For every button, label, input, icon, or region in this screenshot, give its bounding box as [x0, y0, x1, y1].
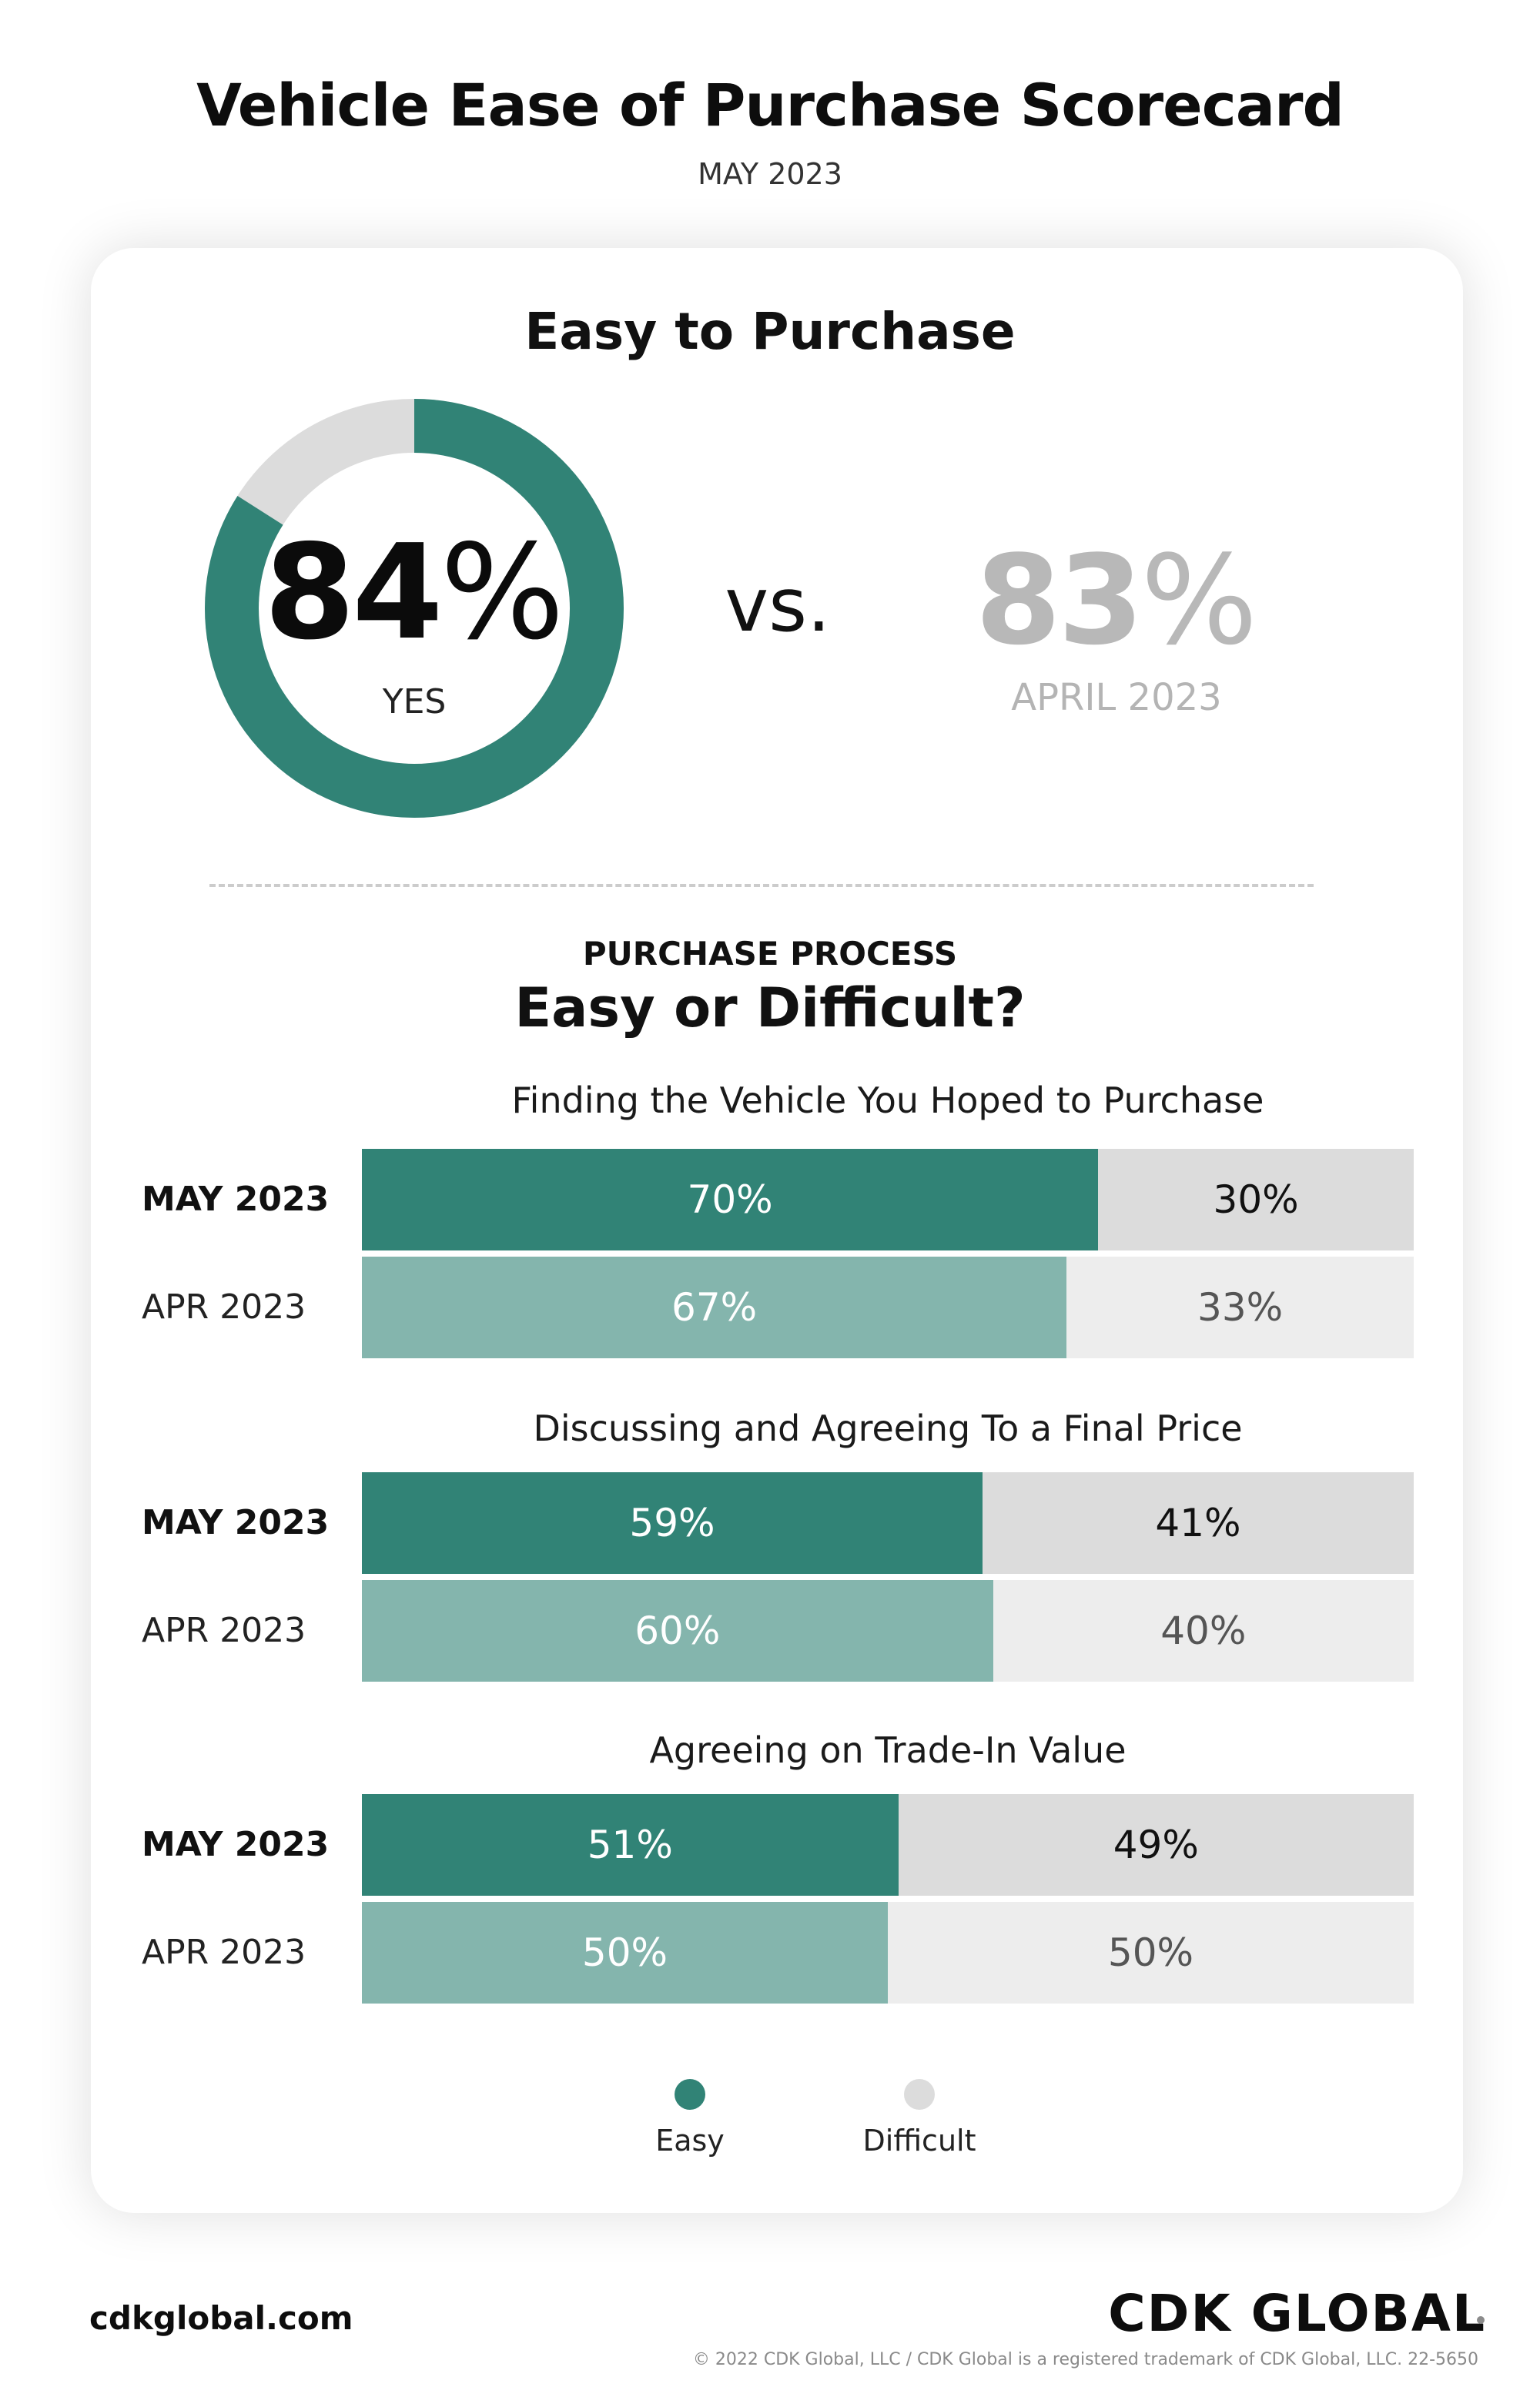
- previous-value-label: APRIL 2023: [1011, 676, 1222, 719]
- bar-segment-difficult: 49%: [898, 1794, 1414, 1896]
- stacked-bar: 70% 30%: [362, 1149, 1414, 1250]
- bar-segment-easy: 70%: [362, 1149, 1099, 1250]
- bar-segment-difficult: 50%: [888, 1902, 1414, 2004]
- page-title: Vehicle Ease of Purchase Scorecard: [196, 71, 1344, 139]
- footer-copyright: © 2022 CDK Global, LLC / CDK Global is a…: [692, 2350, 1478, 2369]
- bar-segment-easy: 67%: [362, 1257, 1067, 1358]
- group-title-final-price: Discussing and Agreeing To a Final Price: [533, 1408, 1243, 1449]
- previous-easy-value: 83%: [962, 539, 1270, 662]
- legend-label-easy: Easy: [655, 2124, 725, 2158]
- cdk-global-logo: CDK GLOBAL: [1108, 2284, 1486, 2343]
- row-label-apr-2023: APR 2023: [142, 1611, 306, 1650]
- footer-url-link[interactable]: cdkglobal.com: [89, 2299, 353, 2337]
- row-label-may-2023: MAY 2023: [142, 1180, 330, 1219]
- donut-easy-arc: [205, 399, 624, 818]
- current-value-unit: %: [440, 517, 565, 669]
- process-kicker: PURCHASE PROCESS: [582, 935, 958, 973]
- group-title-trade-in: Agreeing on Trade-In Value: [649, 1729, 1127, 1771]
- easy-donut-chart: [205, 399, 624, 818]
- row-label-apr-2023: APR 2023: [142, 1287, 306, 1327]
- current-easy-value: 84%: [203, 527, 625, 658]
- legend-swatch-difficult: [904, 2079, 935, 2110]
- page-subtitle: MAY 2023: [698, 157, 842, 191]
- bar-segment-easy: 60%: [362, 1580, 993, 1682]
- bar-segment-difficult: 30%: [1098, 1149, 1414, 1250]
- bar-segment-difficult: 41%: [982, 1472, 1414, 1574]
- row-label-may-2023: MAY 2023: [142, 1825, 330, 1864]
- bar-segment-easy: 59%: [362, 1472, 983, 1574]
- stacked-bar: 59% 41%: [362, 1472, 1414, 1574]
- legend-label-difficult: Difficult: [862, 2124, 976, 2158]
- previous-value-number: 83: [975, 528, 1144, 672]
- row-label-apr-2023: APR 2023: [142, 1933, 306, 1972]
- logo-dot-icon: [1477, 2316, 1485, 2324]
- stacked-bar: 50% 50%: [362, 1902, 1414, 2004]
- bar-segment-difficult: 40%: [993, 1580, 1414, 1682]
- bar-segment-difficult: 33%: [1066, 1257, 1414, 1358]
- process-heading: Easy or Difficult?: [514, 976, 1026, 1040]
- group-title-finding-vehicle: Finding the Vehicle You Hoped to Purchas…: [511, 1080, 1264, 1121]
- easy-to-purchase-heading: Easy to Purchase: [524, 302, 1016, 361]
- vs-text: vs.: [725, 562, 831, 648]
- dashed-divider: [209, 884, 1314, 887]
- bar-segment-easy: 51%: [362, 1794, 899, 1896]
- bar-segment-easy: 50%: [362, 1902, 888, 2004]
- row-label-may-2023: MAY 2023: [142, 1503, 330, 1542]
- current-value-label: YES: [382, 682, 447, 721]
- stacked-bar: 67% 33%: [362, 1257, 1414, 1358]
- legend-swatch-easy: [675, 2079, 705, 2110]
- stacked-bar: 60% 40%: [362, 1580, 1414, 1682]
- previous-value-unit: %: [1140, 528, 1258, 672]
- stacked-bar: 51% 49%: [362, 1794, 1414, 1896]
- current-value-number: 84: [263, 517, 444, 669]
